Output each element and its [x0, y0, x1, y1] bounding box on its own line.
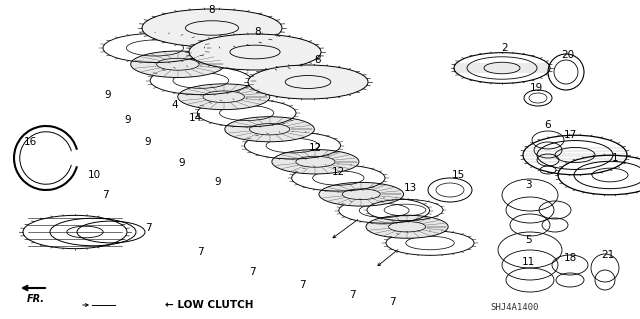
Ellipse shape	[248, 65, 368, 99]
Text: 9: 9	[125, 115, 131, 125]
Text: 19: 19	[529, 83, 543, 93]
Text: 4: 4	[172, 100, 179, 110]
Text: 7: 7	[299, 280, 305, 290]
Text: 12: 12	[308, 143, 322, 153]
Text: 15: 15	[451, 170, 465, 180]
Ellipse shape	[178, 84, 269, 110]
Ellipse shape	[272, 150, 359, 174]
Text: 9: 9	[145, 137, 151, 147]
Text: 10: 10	[88, 170, 100, 180]
Text: 7: 7	[102, 190, 108, 200]
Text: 9: 9	[179, 158, 186, 168]
Text: 8: 8	[209, 5, 215, 15]
Text: 17: 17	[563, 130, 577, 140]
Ellipse shape	[319, 182, 404, 206]
Text: 7: 7	[249, 267, 255, 277]
Text: 6: 6	[545, 120, 551, 130]
Text: 7: 7	[349, 290, 355, 300]
Text: 21: 21	[602, 250, 614, 260]
Text: 13: 13	[403, 183, 417, 193]
Text: 1: 1	[612, 153, 618, 163]
Text: 7: 7	[145, 223, 151, 233]
Ellipse shape	[131, 51, 225, 78]
Ellipse shape	[142, 9, 282, 47]
Text: 14: 14	[188, 113, 202, 123]
Text: 20: 20	[561, 50, 575, 60]
Ellipse shape	[225, 117, 314, 142]
Ellipse shape	[189, 34, 321, 70]
Text: FR.: FR.	[27, 294, 45, 304]
Text: 18: 18	[563, 253, 577, 263]
Text: SHJ4A1400: SHJ4A1400	[490, 303, 538, 313]
Text: 2: 2	[502, 43, 508, 53]
Text: 12: 12	[332, 167, 344, 177]
Text: 8: 8	[255, 27, 261, 37]
Text: 9: 9	[214, 177, 221, 187]
Text: 11: 11	[522, 257, 534, 267]
Text: 9: 9	[105, 90, 111, 100]
Text: 5: 5	[525, 235, 531, 245]
Text: 7: 7	[196, 247, 204, 257]
Text: 8: 8	[315, 55, 321, 65]
Ellipse shape	[366, 215, 448, 238]
Text: 3: 3	[525, 180, 531, 190]
Text: 16: 16	[24, 137, 36, 147]
Text: ← LOW CLUTCH: ← LOW CLUTCH	[165, 300, 253, 310]
Text: 7: 7	[388, 297, 396, 307]
